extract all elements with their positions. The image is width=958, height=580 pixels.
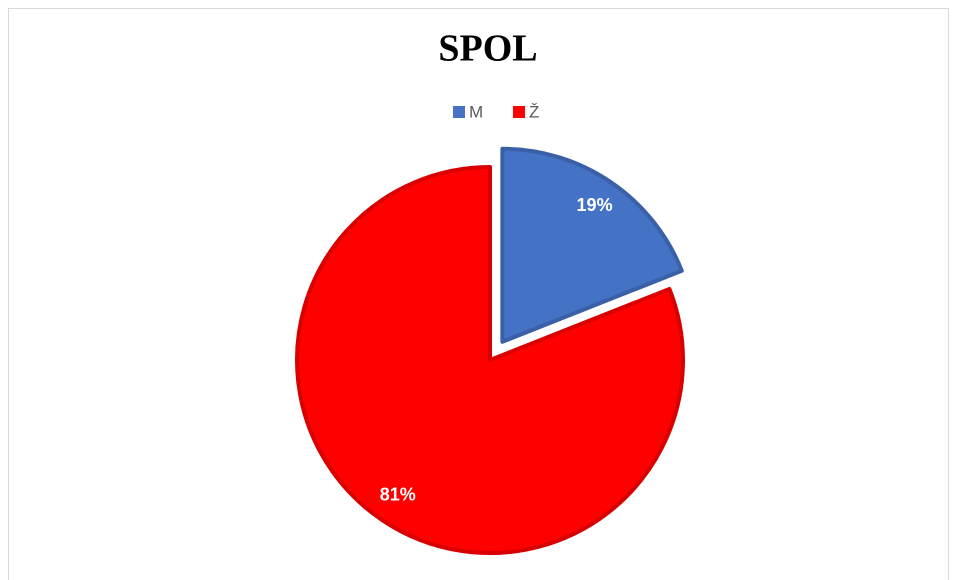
legend-swatch xyxy=(513,106,525,118)
legend-label: M xyxy=(469,102,483,121)
legend-label: Ž xyxy=(529,102,539,121)
pie-slice xyxy=(500,146,684,344)
data-label: 19% xyxy=(577,195,613,215)
legend-swatch xyxy=(453,106,465,118)
pie-slice xyxy=(295,165,685,555)
data-label: 81% xyxy=(380,484,416,504)
chart-title: SPOL xyxy=(438,28,537,70)
